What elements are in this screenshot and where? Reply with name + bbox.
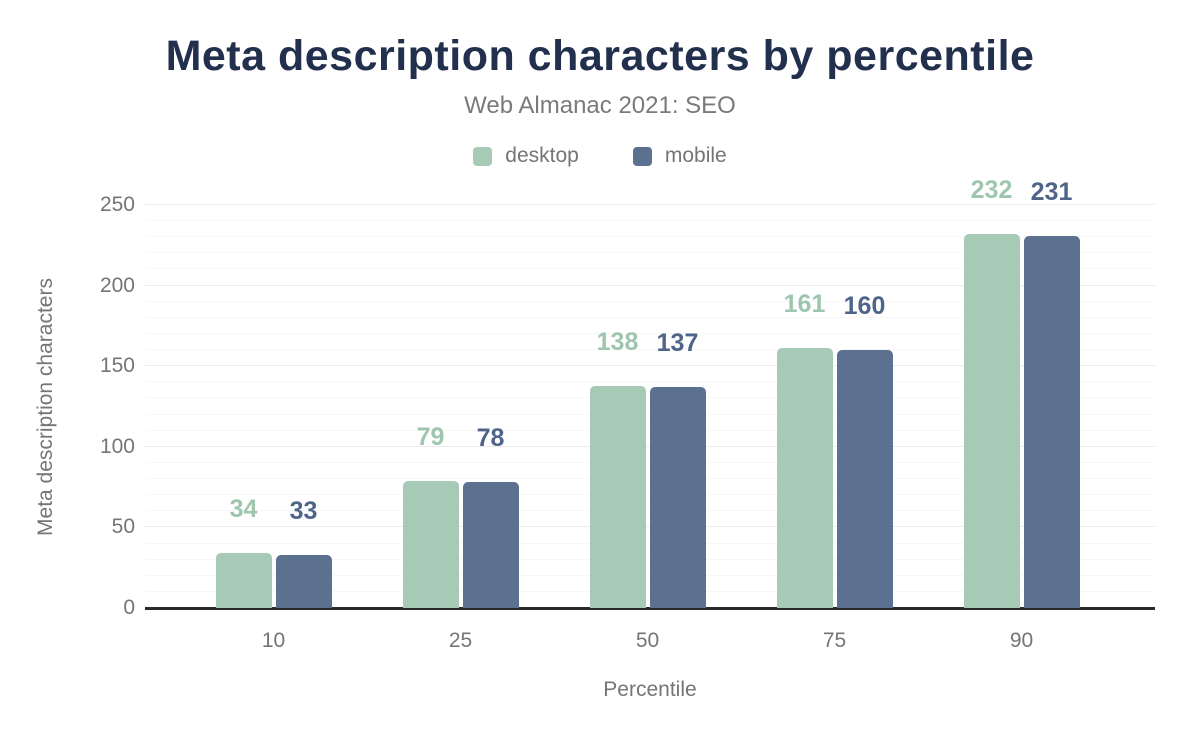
bar-value-desktop-90: 232 (970, 176, 1013, 205)
gridline-minor (145, 349, 1155, 351)
bar-group-10: 34 33 10 (180, 205, 367, 652)
gridline-minor (145, 332, 1155, 334)
bar-value-desktop-10: 34 (229, 495, 258, 524)
bar-value-mobile-10: 33 (289, 496, 318, 525)
gridline-minor (145, 252, 1155, 254)
bar-desktop-25: 79 (402, 424, 459, 608)
y-tick-label: 250 (99, 193, 135, 216)
plot-area: 0 50 100 150 200 250 34 33 10 79 78 25 138 137 50 161 1… (34, 177, 1155, 701)
gridline-minor (145, 381, 1155, 383)
x-tick-label-10: 10 (261, 629, 286, 652)
legend: desktop mobile (0, 144, 1200, 168)
legend-item-desktop: desktop (473, 144, 579, 168)
gridline-minor (145, 236, 1155, 238)
bar-value-desktop-25: 79 (416, 422, 445, 451)
legend-label-mobile: mobile (664, 144, 727, 167)
x-tick-label-50: 50 (635, 629, 660, 652)
y-axis-title: Meta description characters (34, 277, 57, 536)
bar-desktop-10: 34 (215, 496, 272, 608)
chart-subtitle: Web Almanac 2021: SEO (464, 92, 736, 119)
legend-label-desktop: desktop (505, 144, 579, 167)
bar-value-mobile-25: 78 (476, 424, 505, 453)
x-tick-label-90: 90 (1009, 629, 1034, 652)
bars-region: 34 33 10 79 78 25 138 137 50 161 160 75 232 231 90 (180, 177, 1115, 652)
mobile-swatch-icon (632, 146, 652, 166)
bar-value-desktop-75: 161 (783, 290, 826, 319)
bar-mobile-75: 160 (836, 293, 893, 608)
gridline-major (145, 284, 1155, 286)
x-axis-line (145, 607, 1155, 610)
chart-title: Meta description characters by percentil… (165, 32, 1035, 80)
bar-value-mobile-75: 160 (843, 292, 886, 321)
x-tick-label-25: 25 (448, 629, 473, 652)
bar-desktop-75: 161 (776, 291, 833, 608)
y-tick-label: 200 (99, 273, 135, 297)
gridline-major (145, 365, 1155, 367)
gridline-major (145, 204, 1155, 205)
bar-group-90: 232 231 90 (928, 177, 1115, 652)
y-tick-label: 50 (111, 515, 135, 539)
bar-desktop-90: 232 (963, 177, 1020, 608)
legend-item-mobile: mobile (632, 144, 727, 168)
y-tick-label: 100 (99, 434, 135, 458)
y-tick-label: 0 (123, 596, 135, 619)
x-axis-title: Percentile (603, 678, 697, 701)
bar-desktop-50: 138 (589, 329, 646, 608)
gridline-minor (145, 268, 1155, 270)
bar-value-mobile-90: 231 (1030, 177, 1073, 206)
x-tick-label-75: 75 (822, 629, 847, 652)
bar-group-75: 161 160 75 (741, 205, 928, 652)
bar-mobile-10: 33 (275, 498, 332, 608)
bar-group-25: 79 78 25 (367, 205, 554, 652)
gridline-minor (145, 316, 1155, 318)
bar-value-mobile-50: 137 (656, 329, 699, 358)
bar-mobile-50: 137 (649, 330, 706, 608)
bar-mobile-25: 78 (462, 425, 519, 608)
y-tick-label: 150 (99, 354, 135, 378)
gridline-minor (145, 220, 1155, 222)
bar-mobile-90: 231 (1023, 179, 1080, 608)
gridline-minor (145, 300, 1155, 302)
bar-value-desktop-50: 138 (596, 327, 639, 356)
bar-group-50: 138 137 50 (554, 205, 741, 652)
desktop-swatch-icon (473, 146, 493, 166)
